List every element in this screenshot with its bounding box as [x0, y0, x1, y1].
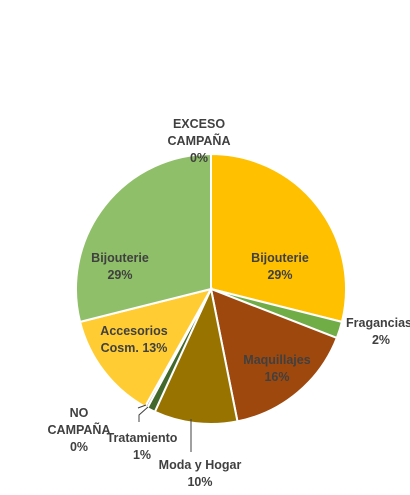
data-label-accesorios-cosm-6: Accesorios Cosm. 13%	[100, 324, 167, 355]
leader-line-tratamiento-4	[138, 406, 149, 422]
data-label-bijouterie-0: Bijouterie 29%	[251, 251, 309, 282]
data-label-tratamiento-4: Tratamiento 1%	[107, 431, 178, 462]
pie-slice-maquillajes-2	[209, 287, 339, 423]
data-label-moda-y-hogar-3: Moda y Hogar 10%	[159, 458, 242, 489]
data-label-exceso-campana-8: EXCESO CAMPAÑA 0%	[168, 117, 231, 165]
pie-slice-moda-y-hogar-3	[153, 285, 239, 425]
pie-slice-bijouterie-0	[210, 152, 347, 324]
slices-layer	[75, 152, 347, 425]
pie-slice-accesorios-cosm-6	[78, 287, 214, 409]
data-label-maquillajes-2: Maquillajes 16%	[243, 353, 310, 384]
leader-line-no-campana-5	[137, 404, 147, 409]
data-label-no-campana-5: NO CAMPAÑA 0%	[48, 406, 111, 454]
data-label-bijouterie-7: Bijouterie 29%	[91, 251, 149, 282]
labels-layer: Bijouterie 29% Fragancias 2% Maquillajes 16% M…	[48, 117, 410, 489]
pie-slice-bijouterie-7	[75, 152, 212, 324]
data-label-fragancias-1: Fragancias 2%	[346, 316, 410, 347]
leader-lines-layer	[137, 404, 192, 452]
